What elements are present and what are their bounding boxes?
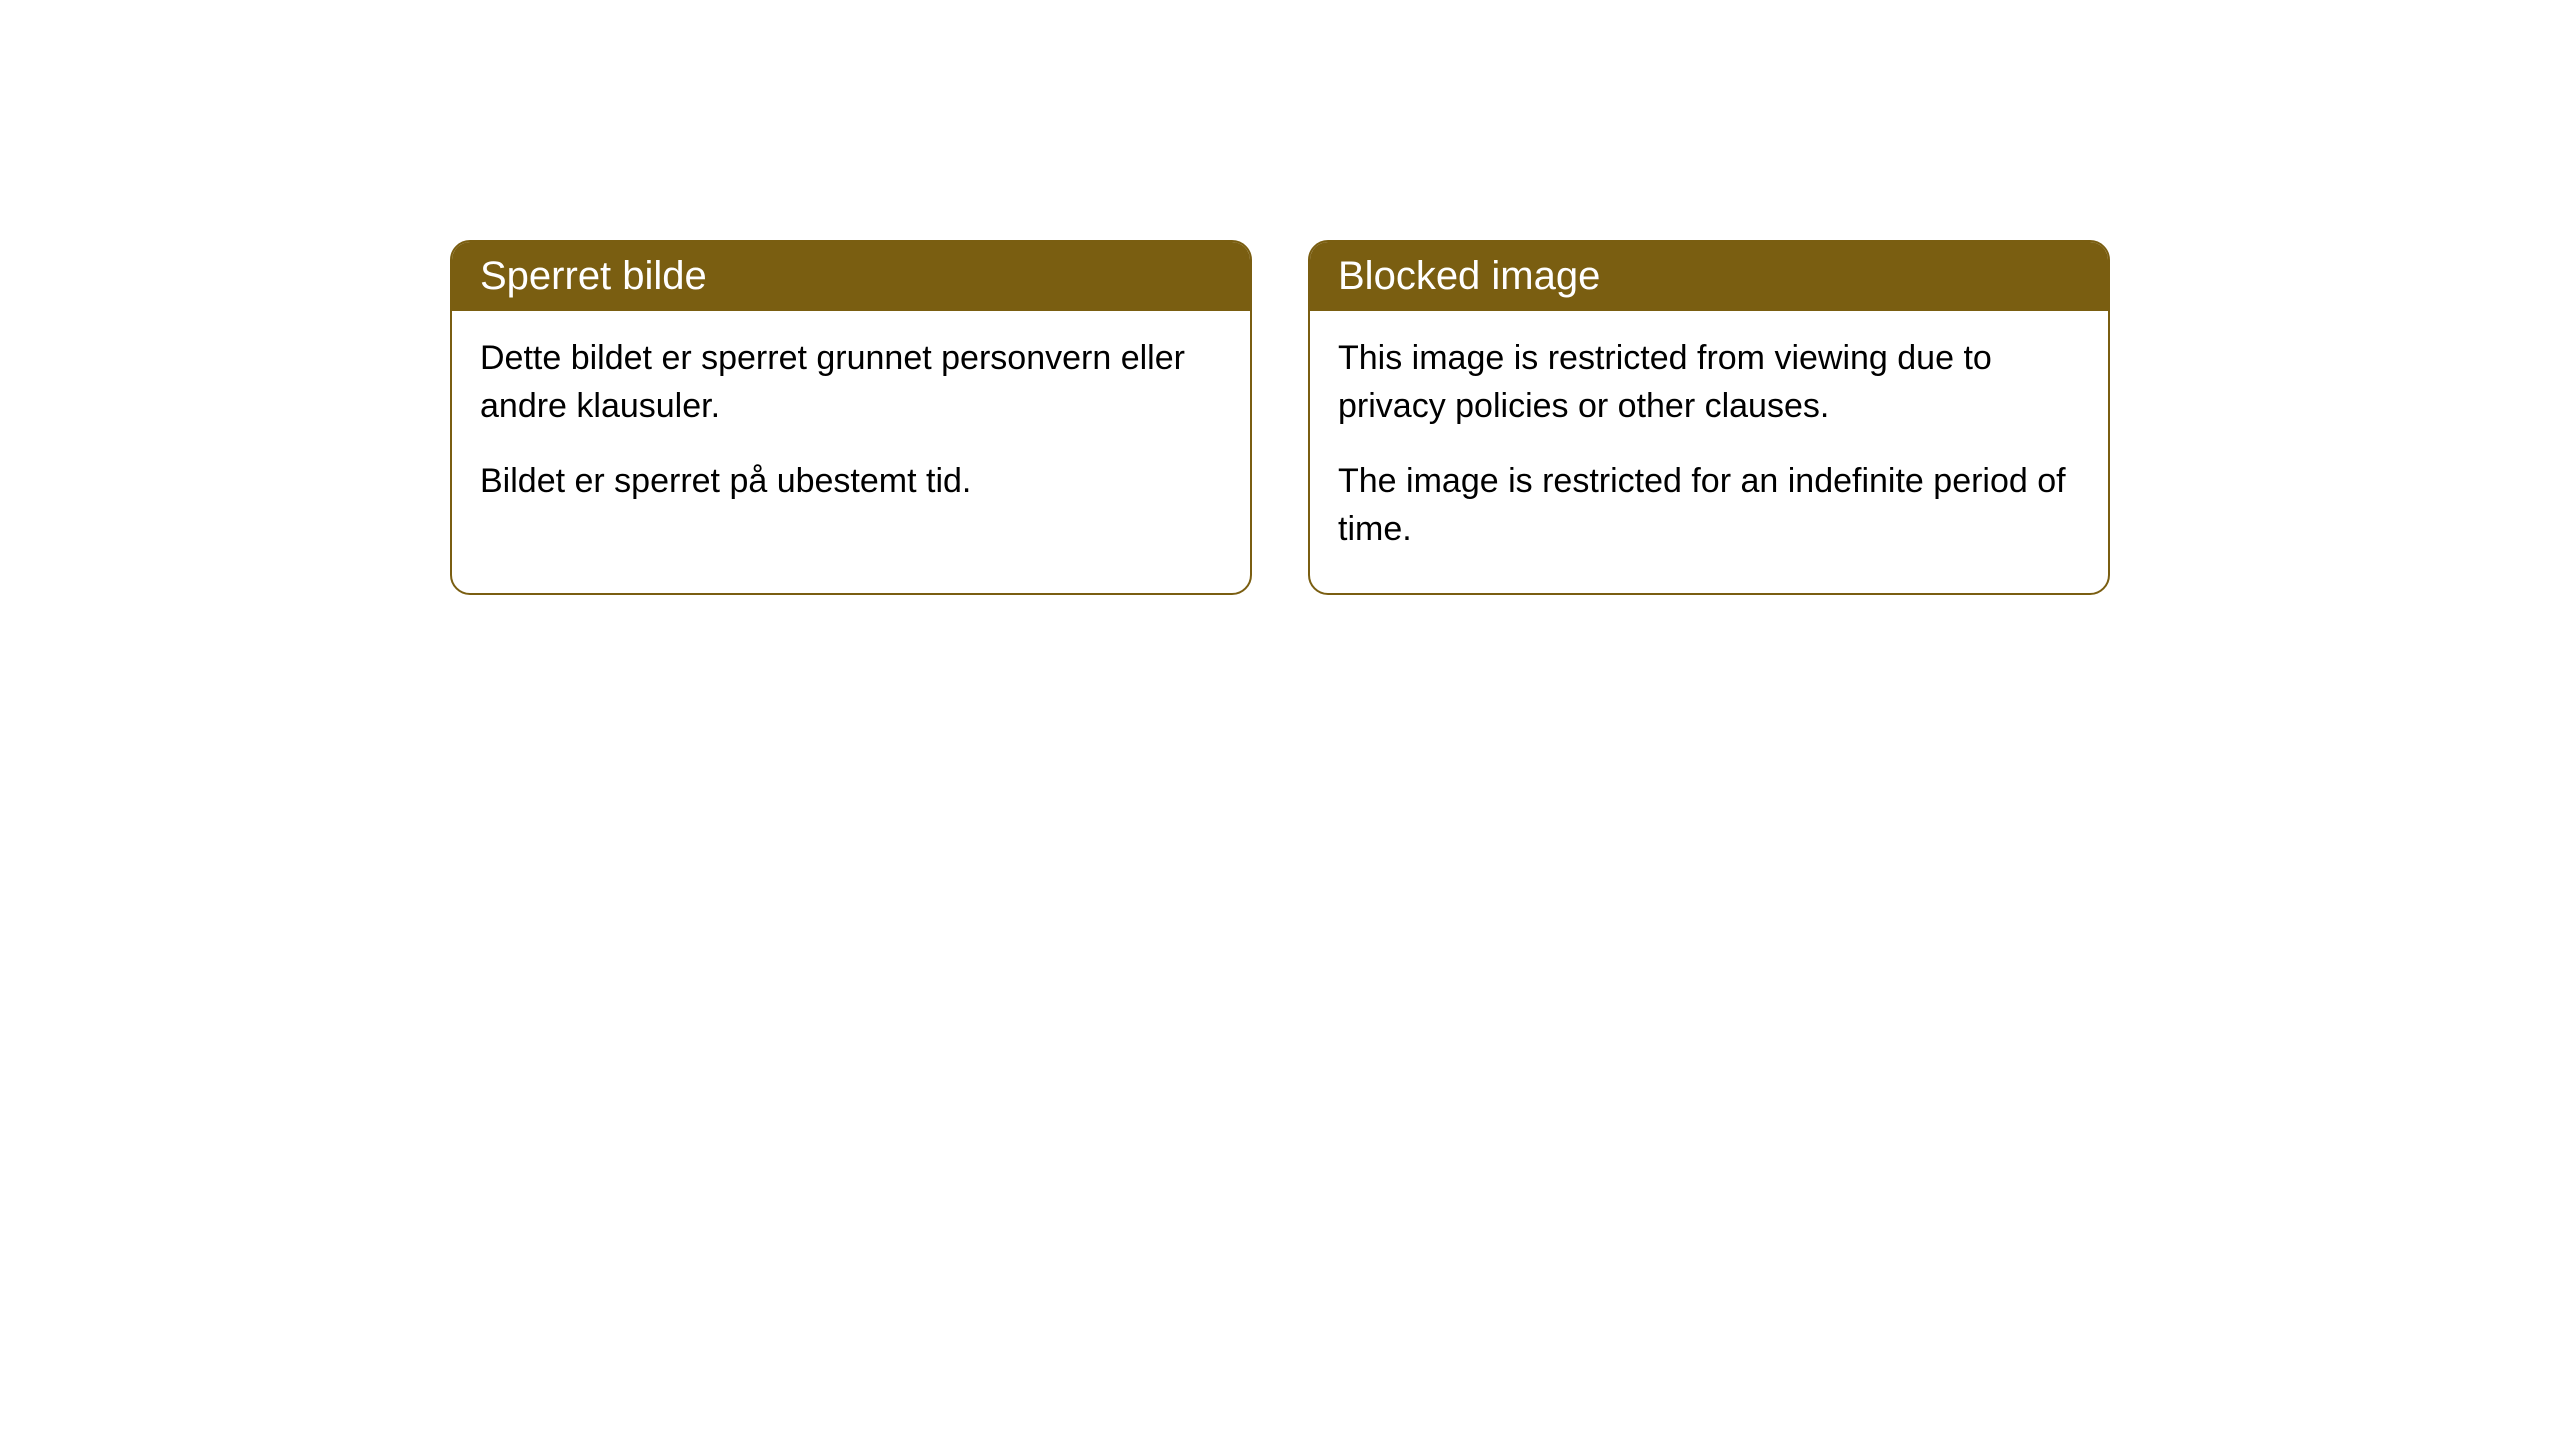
card-body: This image is restricted from viewing du… [1310,311,2108,593]
card-header: Sperret bilde [452,242,1250,311]
card-body: Dette bildet er sperret grunnet personve… [452,311,1250,546]
card-header: Blocked image [1310,242,2108,311]
card-paragraph: Bildet er sperret på ubestemt tid. [480,458,1222,506]
notice-cards-container: Sperret bilde Dette bildet er sperret gr… [450,240,2110,595]
blocked-image-card-english: Blocked image This image is restricted f… [1308,240,2110,595]
card-paragraph: This image is restricted from viewing du… [1338,335,2080,430]
card-paragraph: The image is restricted for an indefinit… [1338,458,2080,553]
card-title: Blocked image [1338,254,1600,298]
card-title: Sperret bilde [480,254,707,298]
blocked-image-card-norwegian: Sperret bilde Dette bildet er sperret gr… [450,240,1252,595]
card-paragraph: Dette bildet er sperret grunnet personve… [480,335,1222,430]
